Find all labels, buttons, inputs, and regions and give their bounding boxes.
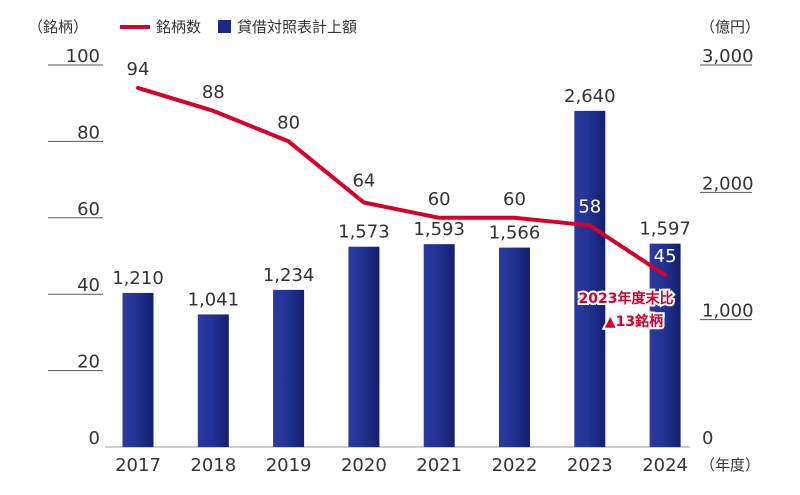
left-tick-label: 20: [77, 352, 100, 373]
right-axis-ticks: 0 1,000 2,000 3,000: [700, 46, 754, 449]
x-tick-2022: 2022: [492, 455, 538, 476]
right-axis-unit: （億円）: [700, 18, 760, 36]
right-tick-label: 2,000: [702, 173, 754, 194]
bar-2022: [499, 247, 530, 447]
bar-label-2020: 1,573: [338, 222, 390, 243]
x-tick-2023: 2023: [567, 455, 613, 476]
callout-line1: 2023年度末比: [579, 290, 674, 307]
left-tick-label: 60: [77, 199, 100, 220]
line-labels: 94 88 80 64 60 60 58 45: [127, 59, 677, 267]
bar-label-2024: 1,597: [639, 219, 691, 240]
bar-2024: [649, 243, 681, 447]
x-axis-ticks: 2017 2018 2019 2020 2021 2022 2023 2024: [115, 455, 688, 476]
bar-label-2023: 2,640: [564, 86, 616, 107]
line-label-2023: 58: [578, 196, 601, 217]
x-tick-2019: 2019: [266, 455, 312, 476]
x-tick-2021: 2021: [416, 455, 462, 476]
legend-line-label: 銘柄数: [156, 18, 201, 36]
line-label-2021: 60: [428, 189, 451, 210]
callout-annotation: 2023年度末比 ▲13銘柄: [577, 288, 676, 332]
bar-label-2022: 1,566: [489, 223, 541, 244]
bar-2019: [273, 289, 305, 447]
left-tick-label: 100: [66, 46, 100, 67]
left-tick-label: 0: [89, 428, 100, 449]
legend-bar-label: 貸借対照表計上額: [237, 18, 357, 36]
legend-bar-swatch: [218, 20, 231, 33]
right-tick-label: 1,000: [702, 301, 754, 322]
left-tick-label: 80: [77, 122, 100, 143]
line-series-path: [136, 85, 668, 278]
bar-2017: [122, 292, 154, 447]
line-label-2022: 60: [503, 189, 526, 210]
bar-2018: [197, 314, 229, 447]
left-axis-ticks: 0 20 40 60 80 100: [48, 46, 103, 449]
line-label-2019: 80: [277, 112, 300, 133]
x-tick-2017: 2017: [115, 455, 161, 476]
bar-labels: 1,210 1,041 1,234 1,573 1,593 1,566 2,640 1,597: [112, 86, 691, 311]
left-tick-label: 40: [77, 275, 100, 296]
callout-line2: ▲13銘柄: [605, 313, 663, 330]
line-label-2018: 88: [202, 82, 225, 103]
left-axis-unit: （銘柄）: [28, 18, 88, 36]
right-tick-label: 3,000: [702, 46, 754, 67]
x-axis-unit: （年度）: [700, 456, 760, 474]
bars: [122, 110, 681, 447]
line-series: [136, 85, 668, 278]
bar-2020: [348, 246, 380, 447]
right-tick-label: 0: [702, 428, 713, 449]
bar-2023: [574, 110, 606, 447]
line-label-2017: 94: [127, 59, 150, 80]
bar-label-2021: 1,593: [413, 219, 465, 240]
bar-label-2019: 1,234: [263, 265, 315, 286]
bar-2021: [423, 244, 455, 447]
legend: 銘柄数 貸借対照表計上額: [120, 18, 357, 36]
bar-label-2017: 1,210: [112, 268, 164, 289]
x-tick-2024: 2024: [642, 455, 688, 476]
line-label-2020: 64: [352, 171, 375, 192]
bar-label-2018: 1,041: [188, 289, 240, 310]
x-tick-2018: 2018: [190, 455, 236, 476]
line-label-2024: 45: [654, 246, 677, 267]
x-tick-2020: 2020: [341, 455, 387, 476]
